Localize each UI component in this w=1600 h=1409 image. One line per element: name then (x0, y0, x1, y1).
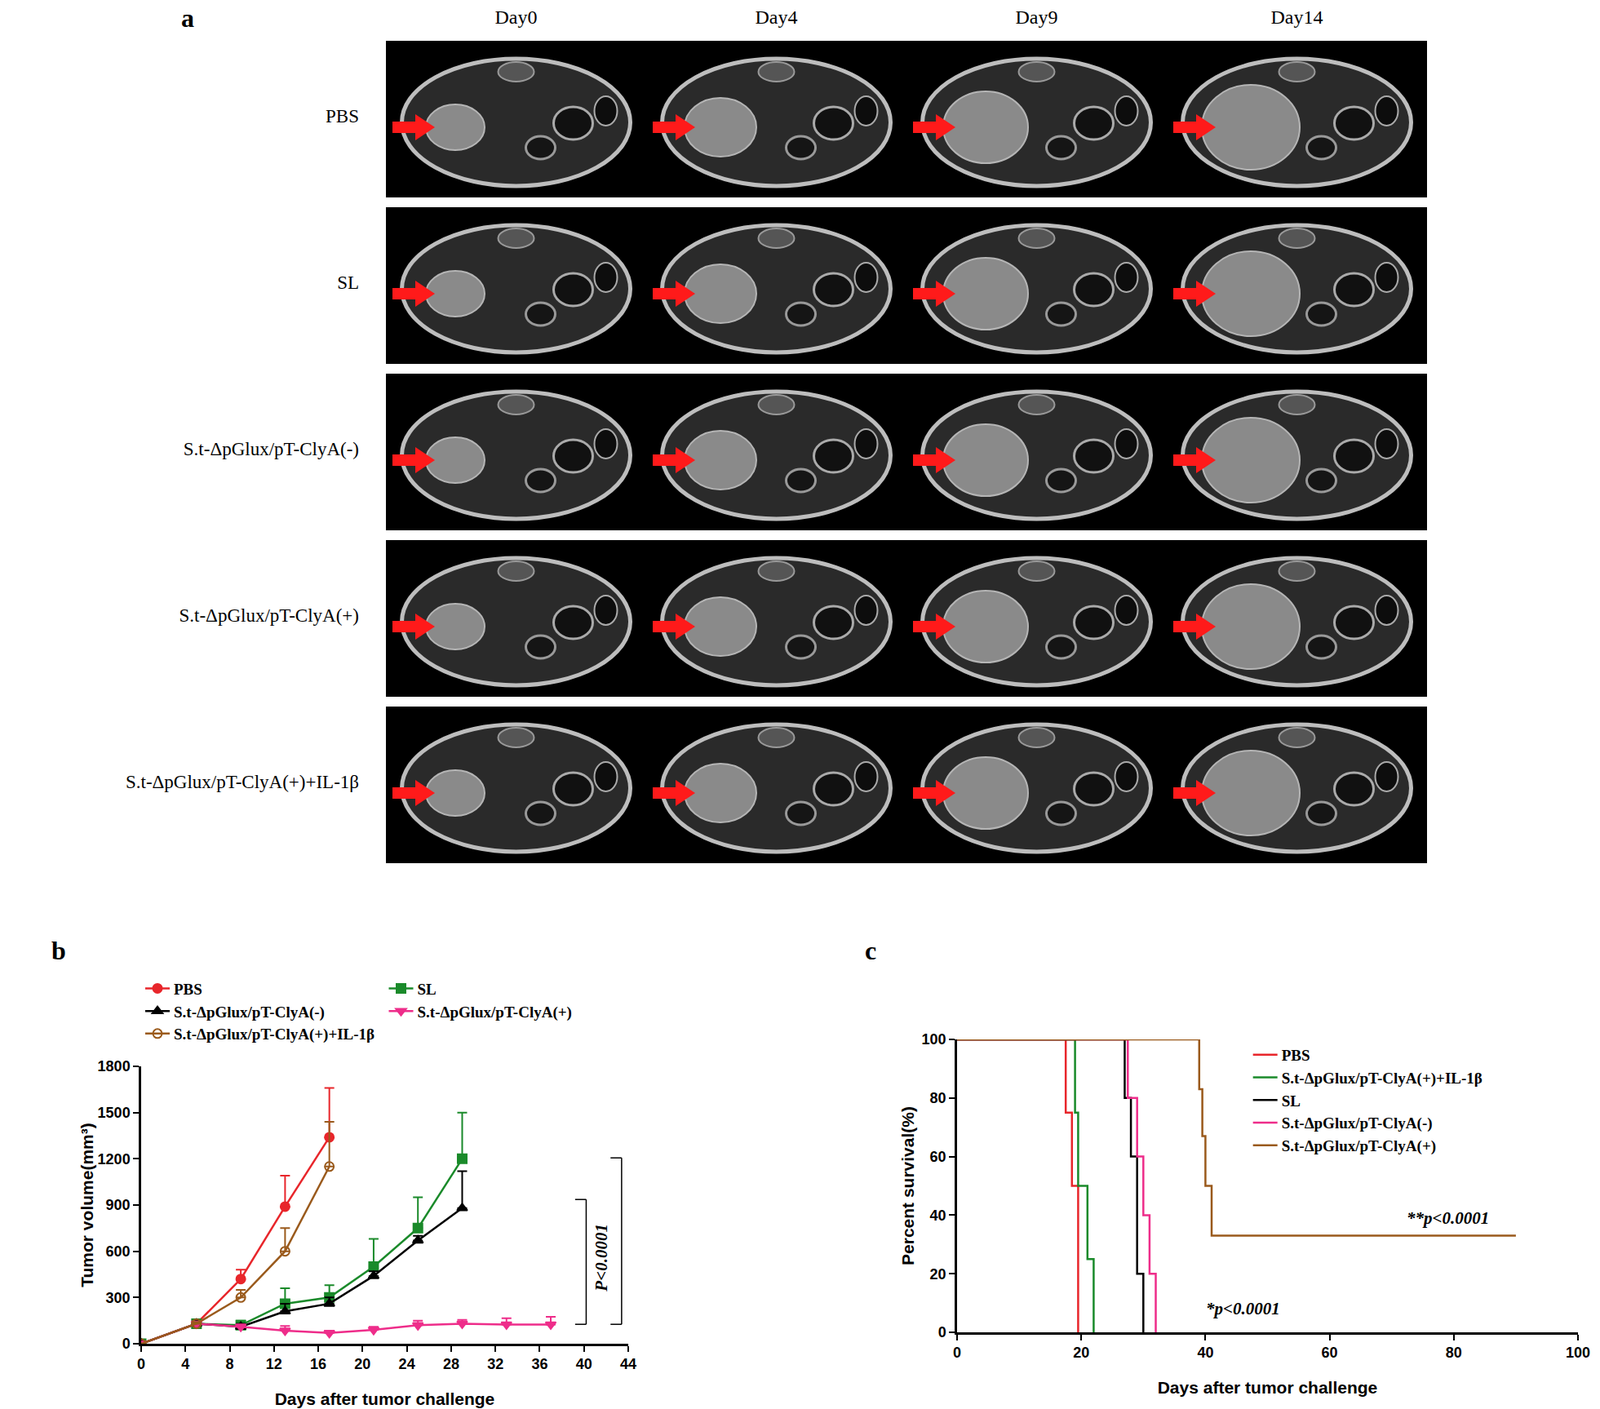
svg-text:SL: SL (1281, 1092, 1301, 1110)
svg-text:P<0.0001: P<0.0001 (591, 1223, 612, 1293)
svg-text:Percent survival(%): Percent survival(%) (898, 1106, 918, 1266)
svg-text:80: 80 (1445, 1344, 1463, 1361)
svg-text:20: 20 (930, 1266, 947, 1283)
svg-text:SL: SL (417, 980, 437, 998)
svg-text:60: 60 (930, 1148, 947, 1166)
html-text:S.t-ΔpGlux/pT-ClyA(+): S.t-ΔpGlux/pT-ClyA(+) (179, 605, 360, 626)
svg-text:20: 20 (1072, 1344, 1090, 1361)
html-text:Day9: Day9 (1015, 6, 1058, 28)
html-text:Day14: Day14 (1270, 6, 1323, 28)
svg-text:0: 0 (938, 1324, 947, 1341)
svg-text:1200: 1200 (97, 1151, 131, 1168)
svg-text:8: 8 (226, 1356, 235, 1373)
svg-text:*p<0.0001: *p<0.0001 (1205, 1298, 1281, 1319)
svg-text:0: 0 (122, 1335, 131, 1352)
svg-text:S.t-ΔpGlux/pT-ClyA(+)+IL-1β: S.t-ΔpGlux/pT-ClyA(+)+IL-1β (1281, 1069, 1483, 1088)
svg-text:600: 600 (106, 1243, 131, 1260)
svg-text:24: 24 (398, 1356, 416, 1373)
svg-text:S.t-ΔpGlux/pT-ClyA(+): S.t-ΔpGlux/pT-ClyA(+) (417, 1003, 572, 1022)
svg-text:**p<0.0001: **p<0.0001 (1406, 1208, 1490, 1228)
svg-text:S.t-ΔpGlux/pT-ClyA(-): S.t-ΔpGlux/pT-ClyA(-) (173, 1003, 325, 1022)
svg-text:80: 80 (930, 1090, 947, 1107)
svg-text:Tumor volume(mm³): Tumor volume(mm³) (77, 1122, 97, 1287)
svg-text:20: 20 (354, 1356, 371, 1373)
html-text:S.t-ΔpGlux/pT-ClyA(+)+IL-1β: S.t-ΔpGlux/pT-ClyA(+)+IL-1β (125, 771, 360, 793)
svg-text:16: 16 (310, 1356, 327, 1373)
svg-text:PBS: PBS (1281, 1046, 1311, 1064)
svg-text:Days after tumor challenge: Days after tumor challenge (274, 1389, 496, 1409)
svg-text:S.t-ΔpGlux/pT-ClyA(+): S.t-ΔpGlux/pT-ClyA(+) (1281, 1137, 1437, 1156)
svg-text:100: 100 (1565, 1344, 1591, 1361)
svg-text:Days after tumor challenge: Days after tumor challenge (1157, 1378, 1379, 1397)
html-text:Day4: Day4 (755, 6, 798, 28)
svg-text:60: 60 (1321, 1344, 1339, 1361)
svg-text:b: b (51, 935, 67, 966)
svg-text:c: c (864, 935, 877, 966)
svg-text:0: 0 (137, 1356, 146, 1373)
svg-text:S.t-ΔpGlux/pT-ClyA(-): S.t-ΔpGlux/pT-ClyA(-) (1281, 1114, 1433, 1133)
svg-text:0: 0 (952, 1344, 962, 1361)
svg-text:S.t-ΔpGlux/pT-ClyA(+)+IL-1β: S.t-ΔpGlux/pT-ClyA(+)+IL-1β (173, 1025, 375, 1044)
svg-text:28: 28 (443, 1356, 460, 1373)
html-text:Day0: Day0 (494, 6, 538, 28)
svg-text:44: 44 (620, 1356, 637, 1373)
svg-text:1800: 1800 (97, 1058, 131, 1075)
svg-text:12: 12 (265, 1356, 283, 1373)
svg-text:40: 40 (1196, 1344, 1214, 1361)
html-text:a: a (181, 3, 195, 33)
html-text:SL: SL (337, 272, 360, 293)
html-text:S.t-ΔpGlux/pT-ClyA(-): S.t-ΔpGlux/pT-ClyA(-) (183, 438, 360, 460)
svg-text:1500: 1500 (97, 1104, 131, 1122)
html-text:PBS: PBS (325, 106, 360, 127)
svg-text:4: 4 (181, 1356, 190, 1373)
svg-text:PBS: PBS (173, 980, 203, 998)
svg-text:36: 36 (531, 1356, 548, 1373)
svg-text:100: 100 (921, 1031, 947, 1048)
svg-text:32: 32 (487, 1356, 504, 1373)
svg-text:900: 900 (106, 1196, 131, 1214)
svg-text:40: 40 (930, 1207, 947, 1224)
svg-text:300: 300 (106, 1289, 131, 1307)
svg-text:40: 40 (576, 1356, 593, 1373)
